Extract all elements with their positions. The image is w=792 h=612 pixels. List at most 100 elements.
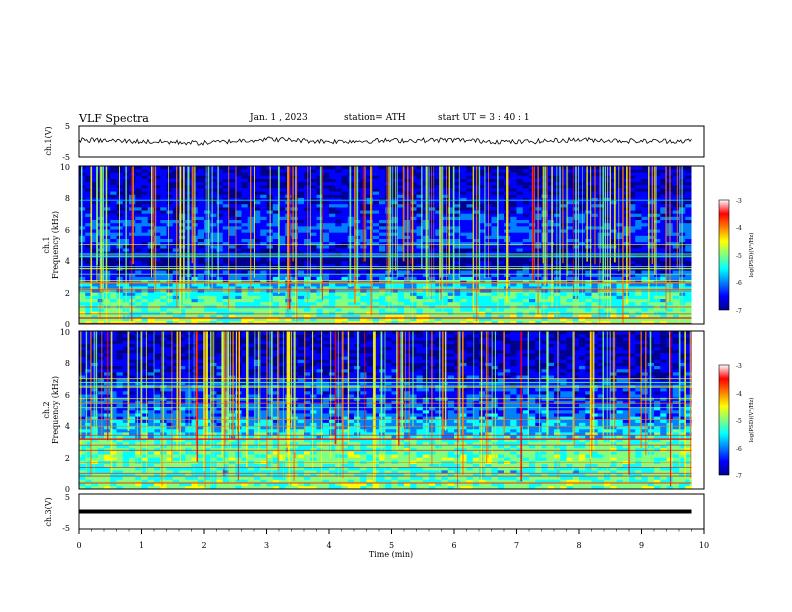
spectrogram-cell [110,200,117,205]
spectrogram-cell [404,298,411,303]
spectrogram-cell [397,169,405,173]
spectrogram-cell [491,194,499,198]
spectrogram-cell [335,229,342,233]
spectrogram-cell [385,314,392,318]
spectrogram-cell [335,219,342,224]
spectrogram-cell [110,169,117,173]
spectrogram-cell [410,241,417,246]
spectrogram-cell [254,169,261,173]
spectrogram-cell [441,178,449,183]
spectrogram-cell [441,295,449,300]
spectrogram-cell [654,276,661,281]
spectrogram-cell [616,317,624,322]
spectrogram-cell [166,245,174,249]
spectrogram-cell [316,260,324,265]
spectrogram-cell [110,320,117,325]
spectrogram-cell [260,301,267,306]
spectrogram-cell [441,166,449,170]
spectrogram-cell [654,273,661,277]
spectrogram-cell [166,251,174,255]
spectrogram-cell [260,263,267,268]
spectrogram-cell [429,248,436,252]
spectrogram-cell [497,178,505,183]
spectrogram-cell [254,257,261,262]
spectrogram-cell [191,292,199,296]
spectrogram-cell [404,282,411,287]
spectrogram-cell [197,184,205,189]
spectrogram-cell [279,222,286,227]
spectrogram-cell [197,238,205,243]
spectrogram-cell [516,213,524,217]
spectrogram-cell [635,257,642,262]
spectrogram-cell [479,229,486,233]
spectrogram-cell [85,308,92,312]
spectrogram-cell [672,175,680,179]
spectrogram-cell [141,270,149,274]
spectrogram-cell [641,200,649,205]
spectrogram-cell [241,320,249,325]
spectrogram-cell [79,279,86,284]
spectrogram-cell [454,311,461,315]
spectrogram-cell [304,248,311,252]
spectrogram-cell [97,298,105,303]
spectrogram-cell [322,235,330,239]
spectrogram-cell [441,260,449,265]
spectrogram-cell [154,292,161,296]
spectrogram-cell [516,207,524,211]
spectrogram-cell [322,213,330,217]
spectrogram-cell [166,213,174,217]
spectrogram-cell [654,270,661,274]
spectrogram-cell [129,295,136,300]
spectrogram-cell [85,213,92,217]
spectrogram-cell [366,178,374,183]
spectrogram-cell [291,248,299,252]
spectrogram-cell [279,178,286,183]
spectrogram-cell [310,238,317,243]
spectrogram-cell [660,317,667,322]
spectrogram-cell [447,213,455,217]
spectrogram-cell [154,314,161,318]
spectrogram-cell [104,184,111,189]
spectrogram-cell [260,213,267,217]
spectrogram-cell [272,200,280,205]
spectrogram-cell [210,191,217,195]
spectrogram-cell [79,270,86,274]
spectrogram-cell [366,320,374,325]
spectrogram-cell [172,188,180,192]
spectrogram-cell [641,308,649,312]
spectrogram-cell [310,257,317,262]
spectrogram-cell [179,311,186,315]
spectrogram-cell [597,295,605,300]
spectrogram-cell [322,191,330,195]
spectrogram-cell [485,311,492,315]
spectrogram-cell [116,320,124,325]
spectrogram-cell [179,276,186,281]
spectrogram-cell [372,286,380,290]
spectrogram-cell [341,207,349,211]
spectrogram-cell [585,238,592,243]
spectrogram-cell [316,178,324,183]
spectrogram-cell [210,279,217,284]
spectrogram-cell [335,184,342,189]
spectrogram-cell [466,210,474,214]
spectrogram-cell [647,172,655,176]
spectrogram-cell [416,219,424,224]
spectrogram-cell [329,276,336,281]
spectrogram-cell [104,175,111,179]
spectrogram-cell [129,273,136,277]
spectrogram-cell [310,184,317,189]
spectrogram-cell [366,181,374,186]
spectrogram-cell [460,301,467,306]
spectrogram-cell [229,191,236,195]
spectrogram-cell [310,270,317,274]
spectrogram-cell [629,298,636,303]
spectrogram-cell [522,232,530,236]
spectrogram-cell [360,260,367,265]
spectrogram-cell [479,197,486,202]
spectrogram-cell [460,257,467,262]
spectrogram-cell [441,229,449,233]
spectrogram-cell [485,298,492,303]
spectrogram-cell [616,188,624,192]
spectrogram-cell [135,276,142,281]
spectrogram-cell [479,314,486,318]
